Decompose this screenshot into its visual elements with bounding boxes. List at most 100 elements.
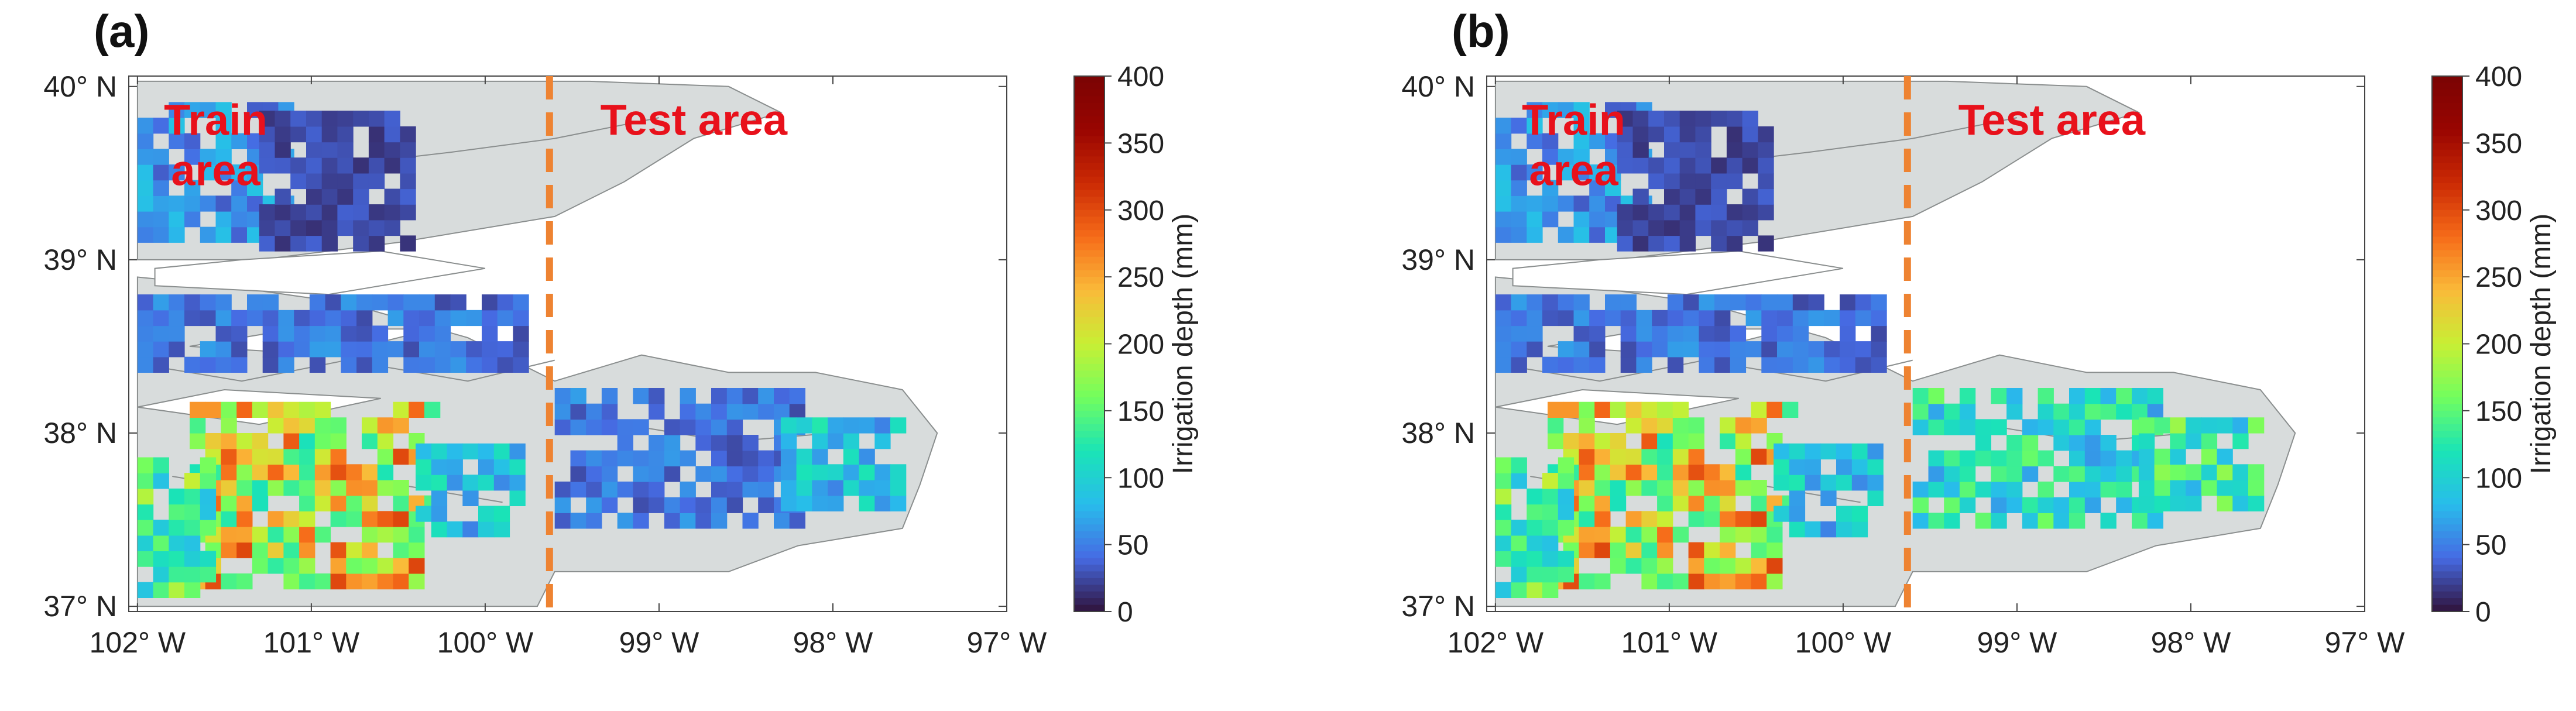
colorbar-segment — [1074, 236, 1105, 244]
heatmap-cell — [416, 475, 432, 491]
heatmap-cell — [275, 219, 291, 236]
heatmap-cell — [384, 157, 400, 174]
heatmap-cell — [2100, 466, 2117, 482]
heatmap-cell — [353, 188, 369, 205]
heatmap-cell — [1720, 495, 1736, 511]
heatmap-cell — [1495, 325, 1512, 342]
heatmap-cell — [290, 111, 307, 127]
colorbar-segment — [1074, 270, 1105, 277]
heatmap-chart-a: 102° W 101° W 100° W 99° W 98° W 97° W 37° N 38… — [43, 61, 1199, 659]
heatmap-cell — [290, 157, 307, 174]
heatmap-cell — [695, 403, 712, 420]
heatmap-cell — [262, 356, 279, 373]
heatmap-cell — [1579, 417, 1595, 434]
heatmap-cell — [1667, 325, 1684, 342]
heatmap-cell — [617, 435, 633, 451]
heatmap-cell — [1657, 464, 1673, 480]
heatmap-cell — [1683, 325, 1699, 342]
heatmap-cell — [1991, 481, 2007, 498]
heatmap-cell — [283, 542, 300, 558]
heatmap-cell — [1558, 341, 1575, 358]
heatmap-cell — [184, 566, 201, 583]
heatmap-cell — [1579, 480, 1595, 496]
heatmap-cell — [283, 558, 300, 574]
heatmap-cell — [1563, 433, 1579, 449]
heatmap-cell — [330, 417, 347, 434]
colorbar-segment — [2432, 149, 2462, 157]
heatmap-cell — [843, 464, 860, 480]
heatmap-cell — [1851, 475, 1868, 491]
heatmap-cell — [2186, 495, 2202, 511]
heatmap-cell — [200, 488, 217, 505]
heatmap-cell — [1558, 566, 1575, 583]
heatmap-cell — [2116, 466, 2132, 482]
heatmap-cell — [1511, 149, 1527, 165]
heatmap-cell — [321, 204, 338, 221]
colorbar-segment — [2432, 451, 2462, 458]
heatmap-cell — [393, 417, 409, 434]
heatmap-cell — [874, 433, 891, 449]
heatmap-cell — [1704, 495, 1720, 511]
heatmap-cell — [2100, 435, 2117, 451]
heatmap-cell — [742, 403, 759, 420]
heatmap-cell — [1573, 226, 1590, 243]
heatmap-cell — [570, 481, 586, 498]
heatmap-cell — [664, 450, 681, 466]
heatmap-cell — [137, 149, 154, 165]
colorbar-segment — [1074, 116, 1105, 123]
heatmap-cell — [664, 419, 681, 435]
heatmap-cell — [1742, 188, 1758, 205]
heatmap-cell — [252, 464, 269, 480]
heatmap-cell — [695, 419, 712, 435]
colorbar-segment — [2432, 478, 2462, 485]
heatmap-cell — [137, 535, 154, 551]
heatmap-cell — [346, 464, 362, 480]
heatmap-cell — [1511, 457, 1527, 473]
colorbar-segment — [1074, 370, 1105, 378]
heatmap-cell — [2232, 495, 2249, 511]
heatmap-cell — [362, 464, 378, 480]
heatmap-cell — [649, 481, 665, 498]
heatmap-cell — [184, 356, 201, 373]
heatmap-cell — [137, 133, 154, 149]
x-tick-label: 100° W — [1795, 626, 1892, 659]
heatmap-cell — [321, 188, 338, 205]
x-tick-label: 102° W — [90, 626, 186, 659]
heatmap-cell — [1511, 195, 1527, 212]
heatmap-cell — [1688, 448, 1704, 465]
heatmap-cell — [1777, 356, 1793, 373]
heatmap-cell — [1805, 475, 1821, 491]
heatmap-cell — [1495, 520, 1512, 536]
heatmap-cell — [1652, 310, 1668, 327]
heatmap-cell — [890, 480, 907, 496]
colorbar-tick-label: 300 — [2475, 195, 2522, 226]
heatmap-cell — [1625, 542, 1642, 558]
colorbar-segment — [1074, 497, 1105, 505]
heatmap-cell — [283, 573, 300, 590]
heatmap-cell — [2006, 497, 2023, 513]
heatmap-cell — [649, 388, 665, 404]
heatmap-cell — [400, 188, 416, 205]
heatmap-cell — [278, 310, 294, 327]
heatmap-cell — [419, 341, 435, 358]
heatmap-cell — [1495, 133, 1512, 149]
heatmap-cell — [1805, 443, 1821, 460]
heatmap-cell — [1991, 388, 2007, 404]
heatmap-cell — [1589, 356, 1606, 373]
colorbar-segment — [2432, 143, 2462, 150]
colorbar-segment — [2432, 484, 2462, 492]
heatmap-cell — [796, 417, 812, 434]
heatmap-cell — [1667, 341, 1684, 358]
heatmap-cell — [1542, 520, 1559, 536]
colorbar-segment — [2432, 290, 2462, 298]
heatmap-cell — [1789, 506, 1806, 522]
colorbar-segment — [1074, 223, 1105, 231]
heatmap-cell — [153, 180, 169, 196]
heatmap-cell — [493, 443, 510, 460]
colorbar-tick-label: 50 — [1117, 530, 1148, 561]
heatmap-cell — [1777, 294, 1793, 311]
heatmap-cell — [267, 526, 284, 543]
heatmap-cell — [1527, 504, 1543, 520]
heatmap-cell — [1991, 513, 2007, 529]
heatmap-cell — [2170, 464, 2186, 480]
